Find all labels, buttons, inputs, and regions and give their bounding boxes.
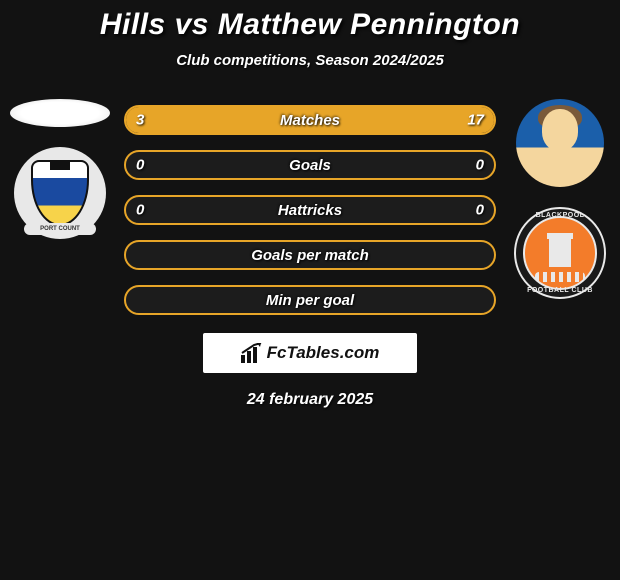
left-side: PORT COUNT <box>10 99 110 239</box>
stat-label: Goals <box>289 157 331 174</box>
comparison-body: PORT COUNT 3 17 Matches 0 0 Goals 0 0 Hattricks G… <box>0 99 620 315</box>
stat-value-left: 0 <box>136 157 144 174</box>
stat-row: 0 0 Hattricks <box>124 195 496 225</box>
stat-row: Goals per match <box>124 240 496 270</box>
player-left-name: Hills <box>100 8 166 41</box>
brand-text: FcTables.com <box>267 343 380 363</box>
stat-value-left: 0 <box>136 202 144 219</box>
chart-icon <box>241 343 263 363</box>
shield-icon <box>31 160 89 226</box>
stat-value-right: 0 <box>476 157 484 174</box>
crest-inner-icon <box>523 216 597 290</box>
stat-row: 0 0 Goals <box>124 150 496 180</box>
club-left-scroll: PORT COUNT <box>24 223 96 235</box>
player-left-avatar <box>10 99 110 127</box>
stat-bars: 3 17 Matches 0 0 Goals 0 0 Hattricks Goals per ma… <box>110 105 510 315</box>
stat-label: Goals per match <box>251 247 369 264</box>
stat-row: 3 17 Matches <box>124 105 496 135</box>
stat-value-right: 17 <box>467 112 484 129</box>
footer: FcTables.com 24 february 2025 <box>0 333 620 409</box>
stat-label: Matches <box>280 112 340 129</box>
stat-row: Min per goal <box>124 285 496 315</box>
stat-label: Hattricks <box>278 202 342 219</box>
comparison-title: Hills vs Matthew Pennington <box>0 8 620 42</box>
wave-icon <box>535 272 585 282</box>
bar-fill-left <box>126 107 181 133</box>
club-right-crest: BLACKPOOL FOOTBALL CLUB <box>514 207 606 299</box>
club-right-bottom-text: FOOTBALL CLUB <box>516 287 604 294</box>
club-left-crest: PORT COUNT <box>14 147 106 239</box>
stat-value-right: 0 <box>476 202 484 219</box>
brand-logo[interactable]: FcTables.com <box>203 333 417 373</box>
vs-label: vs <box>175 8 209 41</box>
player-right-name: Matthew Pennington <box>218 8 520 41</box>
player-right-avatar <box>516 99 604 187</box>
head-icon <box>542 109 578 151</box>
castle-icon <box>50 160 70 170</box>
snapshot-date: 24 february 2025 <box>247 391 373 409</box>
tower-icon <box>549 239 571 267</box>
stat-value-left: 3 <box>136 112 144 129</box>
competition-subtitle: Club competitions, Season 2024/2025 <box>0 52 620 69</box>
stat-label: Min per goal <box>266 292 354 309</box>
right-side: BLACKPOOL FOOTBALL CLUB <box>510 99 610 299</box>
